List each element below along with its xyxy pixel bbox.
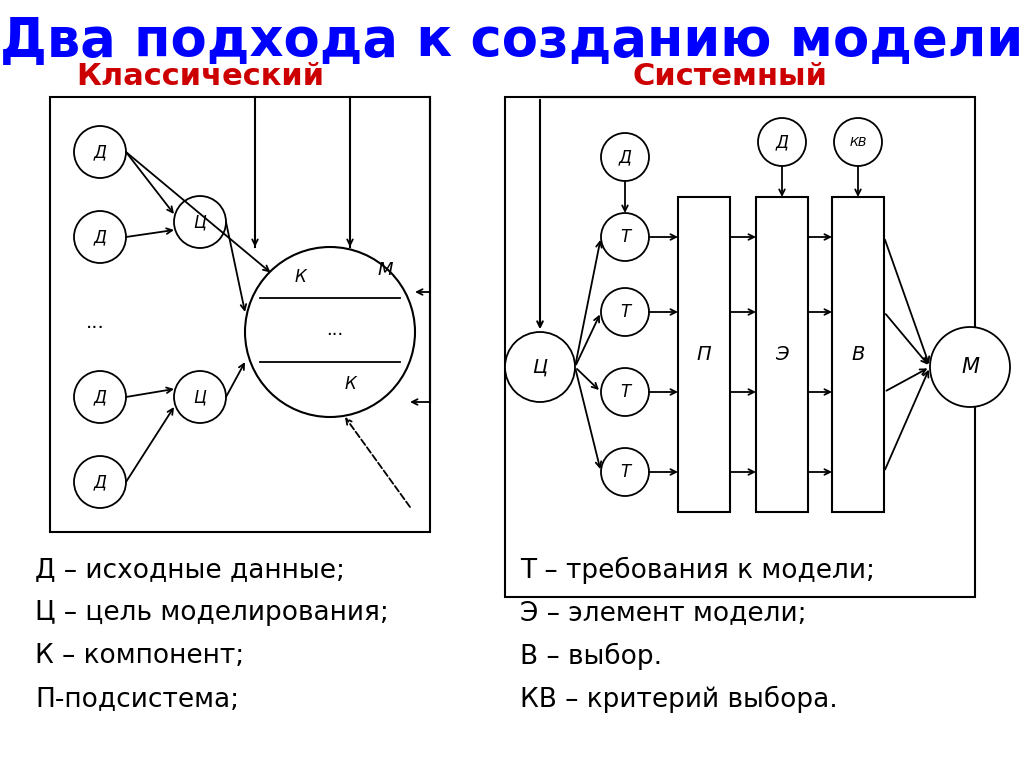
Text: Системный: Системный (633, 62, 827, 91)
Text: Д: Д (93, 388, 106, 406)
Circle shape (245, 247, 415, 417)
Text: В – выбор.: В – выбор. (520, 643, 663, 670)
Text: К: К (294, 268, 306, 286)
Text: Ц: Ц (194, 213, 207, 231)
Text: К – компонент;: К – компонент; (35, 643, 245, 669)
Text: Э: Э (775, 345, 788, 364)
Text: ...: ... (327, 321, 344, 339)
Text: Ц: Ц (194, 388, 207, 406)
Text: Т: Т (620, 228, 630, 246)
Circle shape (174, 196, 226, 248)
Text: М: М (961, 357, 979, 377)
Text: Д – исходные данные;: Д – исходные данные; (35, 557, 345, 583)
Text: Два подхода к созданию модели: Два подхода к созданию модели (0, 15, 1024, 67)
Circle shape (758, 118, 806, 166)
Circle shape (601, 288, 649, 336)
Text: К: К (344, 375, 356, 393)
Bar (505, 97, 975, 597)
Circle shape (74, 126, 126, 178)
Circle shape (174, 371, 226, 423)
Text: П: П (696, 345, 712, 364)
Circle shape (505, 332, 575, 402)
Text: КВ – критерий выбора.: КВ – критерий выбора. (520, 686, 838, 713)
Bar (756, 197, 808, 512)
Text: Ц – цель моделирования;: Ц – цель моделирования; (35, 600, 389, 626)
Circle shape (601, 448, 649, 496)
Text: В: В (851, 345, 864, 364)
Text: Ц: Ц (532, 357, 548, 377)
Text: Т: Т (620, 303, 630, 321)
Text: Т – требования к модели;: Т – требования к модели; (520, 557, 874, 584)
Text: Классический: Классический (76, 62, 324, 91)
Circle shape (74, 371, 126, 423)
Circle shape (601, 368, 649, 416)
Circle shape (601, 133, 649, 181)
Text: Д: Д (93, 143, 106, 161)
Text: ...: ... (86, 312, 104, 331)
Text: Т: Т (620, 383, 630, 401)
Text: Т: Т (620, 463, 630, 481)
Text: М: М (377, 261, 393, 279)
Circle shape (834, 118, 882, 166)
Text: Д: Д (618, 148, 632, 166)
Text: П-подсистема;: П-подсистема; (35, 686, 240, 712)
Text: КВ: КВ (849, 136, 866, 149)
Bar (50, 97, 430, 532)
Bar (831, 197, 884, 512)
Text: Д: Д (93, 228, 106, 246)
Circle shape (930, 327, 1010, 407)
Circle shape (74, 211, 126, 263)
Text: Д: Д (93, 473, 106, 491)
Text: Э – элемент модели;: Э – элемент модели; (520, 600, 807, 626)
Bar (678, 197, 730, 512)
Text: Д: Д (775, 133, 788, 151)
Circle shape (601, 213, 649, 261)
Circle shape (74, 456, 126, 508)
